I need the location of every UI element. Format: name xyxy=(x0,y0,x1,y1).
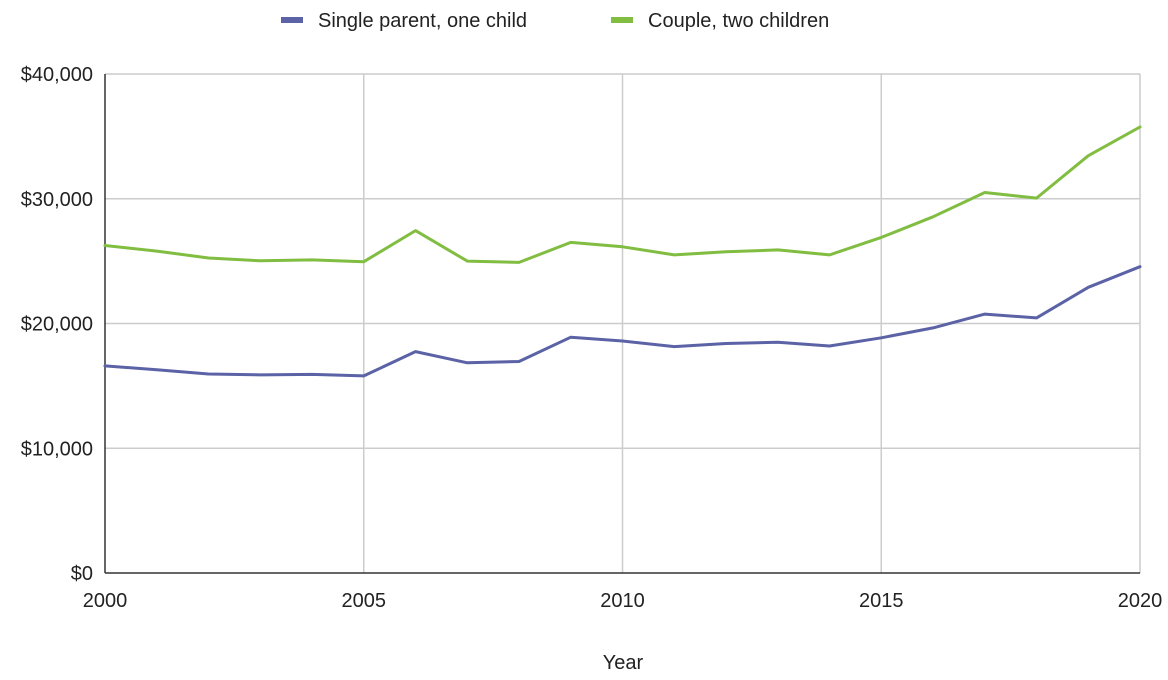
y-tick-label: $20,000 xyxy=(21,314,93,336)
grid-layer xyxy=(105,73,1141,573)
x-axis-title: Year xyxy=(603,652,644,674)
x-tick-label: 2005 xyxy=(342,590,387,612)
y-tick-label: $40,000 xyxy=(21,64,93,86)
x-tick-label: 2020 xyxy=(1118,590,1163,612)
legend: Single parent, one child Couple, two chil… xyxy=(281,10,829,32)
y-tick-label: $30,000 xyxy=(21,189,93,211)
axis-layer: $0 $10,000 $20,000 $30,000 $40,000 2000 2005 20… xyxy=(21,64,1163,612)
y-tick-label: $10,000 xyxy=(21,438,93,460)
x-tick-label: 2010 xyxy=(600,590,645,612)
series-line-1 xyxy=(103,265,1142,378)
legend-label: Single parent, one child xyxy=(318,10,527,32)
y-tick-label: $0 xyxy=(71,563,93,585)
legend-swatch xyxy=(611,17,633,23)
x-tick-label: 2015 xyxy=(859,590,904,612)
series-layer xyxy=(103,125,1142,378)
legend-swatch xyxy=(281,17,303,23)
legend-label: Couple, two children xyxy=(648,10,829,32)
x-tick-label: 2000 xyxy=(83,590,128,612)
series-line-2 xyxy=(103,125,1142,264)
